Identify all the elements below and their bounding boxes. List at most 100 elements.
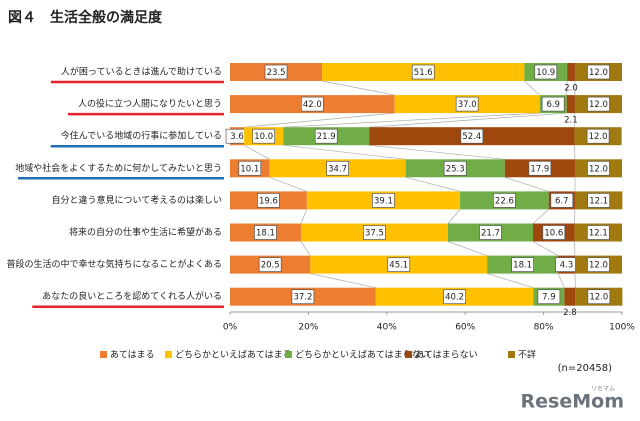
- connector: [405, 176, 461, 192]
- bar-segment: [564, 287, 576, 306]
- connector: [487, 273, 534, 289]
- category-label: 人が困っているときは進んで助けている: [61, 66, 222, 78]
- value-label: 6.7: [555, 196, 569, 206]
- value-label: 18.1: [256, 229, 275, 239]
- x-tick-label: 20%: [298, 323, 318, 333]
- connector: [244, 112, 395, 128]
- value-label: 39.1: [374, 196, 393, 206]
- legend-label: どちらかといえばあてはまらない: [295, 350, 430, 361]
- note: (n=20458): [558, 363, 612, 374]
- connector: [524, 80, 540, 96]
- x-tick-label: 60%: [455, 323, 475, 333]
- value-label: 42.0: [303, 100, 322, 110]
- value-label-box: [387, 257, 411, 272]
- legend-label: 不詳: [518, 349, 536, 361]
- value-label-box: [314, 128, 338, 144]
- value-label: 37.0: [458, 100, 477, 110]
- value-label: 12.0: [589, 293, 608, 303]
- x-tick-label: 0%: [223, 323, 238, 333]
- category-label: 地域や社会をよくするために何かしてみたいと思う: [15, 162, 222, 174]
- value-label: 12.1: [589, 196, 608, 206]
- connector: [532, 241, 559, 256]
- value-label-box: [443, 160, 467, 176]
- bar-segment: [567, 63, 575, 81]
- value-label: 12.0: [589, 261, 608, 271]
- value-label-box: [587, 289, 611, 305]
- value-label-box: [300, 96, 324, 112]
- value-label: 12.0: [589, 68, 608, 78]
- value-label-box: [587, 257, 610, 272]
- connector: [322, 80, 395, 96]
- value-label: 37.2: [293, 293, 312, 303]
- value-label-box: [443, 289, 466, 305]
- value-label-box: [460, 128, 484, 144]
- value-label-box: [479, 225, 502, 240]
- value-label-box: [528, 160, 552, 176]
- legend-label: あてはまらない: [415, 350, 478, 361]
- value-label: 34.7: [328, 164, 347, 174]
- legend-label: どちらかといえばあてはまる: [175, 350, 292, 361]
- connector: [300, 241, 311, 256]
- value-label-box: [411, 64, 435, 80]
- connector: [369, 144, 505, 160]
- chart-title: 図４ 生活全般の満足度: [8, 9, 163, 26]
- logo-ruby: リセマム: [591, 386, 615, 393]
- value-label-box: [542, 225, 566, 240]
- connector: [300, 209, 308, 224]
- value-label: 21.9: [317, 132, 336, 142]
- value-label-box: [264, 64, 288, 80]
- value-label-box: [372, 193, 395, 208]
- legend-swatch: [165, 351, 172, 358]
- value-label-box: [586, 225, 610, 240]
- value-label-box: [537, 289, 561, 305]
- legend-swatch: [405, 351, 412, 358]
- value-label: 20.5: [261, 261, 280, 271]
- value-label: 37.5: [365, 229, 384, 239]
- category-label: 普段の生活の中で幸せな気持ちになることがよくある: [6, 258, 222, 270]
- x-tick-label: 100%: [609, 323, 635, 333]
- value-label-box: [586, 128, 610, 144]
- value-label: 2.1: [564, 116, 578, 126]
- x-tick-label: 80%: [534, 323, 554, 333]
- legend-swatch: [508, 351, 515, 358]
- value-label: 51.6: [414, 68, 433, 78]
- value-label: 12.0: [589, 132, 608, 142]
- value-label-box: [587, 96, 610, 112]
- value-label-box: [258, 257, 282, 272]
- legend-swatch: [100, 351, 107, 358]
- value-label: 18.1: [513, 261, 532, 271]
- value-label: 21.7: [481, 229, 500, 239]
- value-label: 7.9: [542, 293, 556, 303]
- connector: [310, 273, 376, 289]
- logo: ReseMom: [521, 391, 624, 413]
- value-label: 40.2: [445, 293, 464, 303]
- value-label: 6.9: [546, 100, 560, 110]
- value-label: 12.0: [589, 100, 608, 110]
- connector: [447, 241, 488, 256]
- value-label-box: [587, 193, 611, 208]
- legend-swatch: [285, 351, 292, 358]
- x-tick-label: 40%: [377, 323, 397, 333]
- value-label-box: [291, 289, 315, 305]
- bar-segment: [566, 95, 575, 114]
- connector: [283, 112, 540, 128]
- connector: [504, 176, 549, 192]
- value-label-box: [493, 193, 516, 208]
- value-label: 12.0: [589, 164, 608, 174]
- value-label: 23.5: [267, 68, 286, 78]
- value-label-box: [587, 160, 610, 176]
- category-label: 今住んでいる地域の行事に参加している: [61, 130, 222, 142]
- value-label-box: [254, 225, 277, 240]
- value-label: 22.6: [495, 196, 514, 206]
- value-label-box: [550, 193, 574, 208]
- value-label: 10.9: [536, 68, 555, 78]
- value-label: 19.6: [259, 196, 278, 206]
- connector: [283, 144, 406, 160]
- value-label-box: [257, 193, 280, 208]
- value-label: 3.6: [230, 132, 244, 142]
- category-label: 自分と違う意見について考えるのは楽しい: [52, 194, 222, 206]
- category-label: 将来の自分の仕事や生活に希望がある: [69, 226, 222, 238]
- value-label: 25.3: [446, 164, 465, 174]
